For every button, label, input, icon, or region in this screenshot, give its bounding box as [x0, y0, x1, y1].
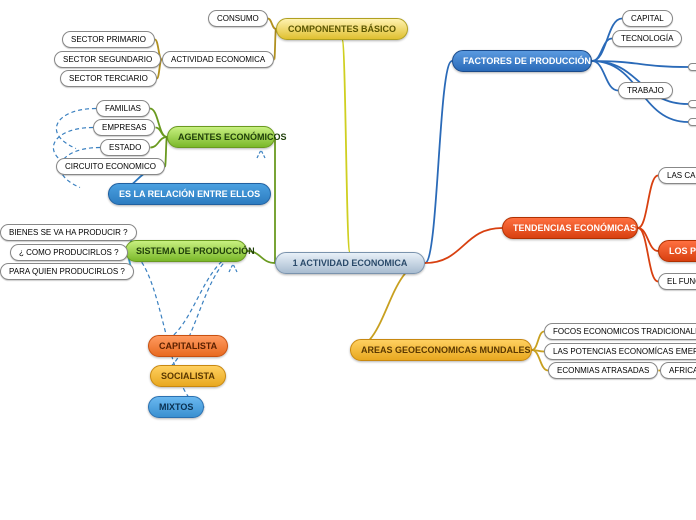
node-causas: LAS CAUSA: [658, 167, 696, 184]
node-estado: ESTADO: [100, 139, 150, 156]
node-label-trabajo: TRABAJO: [627, 86, 664, 95]
node-label-africa: AFRICA: [669, 366, 696, 375]
node-factores: FACTORES DE PRODUCCIÓN: [452, 50, 592, 72]
node-label-sec_seg: SECTOR SEGUNDARIO: [63, 55, 152, 64]
node-label-sec_ter: SECTOR TERCIARIO: [69, 74, 148, 83]
node-extra3: [688, 118, 696, 126]
node-trabajo: TRABAJO: [618, 82, 673, 99]
node-sec_seg: SECTOR SEGUNDARIO: [54, 51, 161, 68]
node-capital: CAPITAL: [622, 10, 673, 27]
node-areas: AREAS GEOECONOMICAS MUNDALES: [350, 339, 532, 361]
node-label-consumo: CONSUMO: [217, 14, 259, 23]
node-label-atrasadas: ECONMIAS ATRASADAS: [557, 366, 649, 375]
node-label-focos: FOCOS ECONOMICOS TRADICIONALES: [553, 327, 696, 336]
node-sistema: SISTEMA DE PRODUCCIÓN: [125, 240, 247, 262]
node-label-como: ¿ COMO PRODUCIRLOS ?: [19, 248, 119, 257]
node-label-areas: AREAS GEOECONOMICAS MUNDALES: [361, 345, 531, 355]
node-label-causas: LAS CAUSA: [667, 171, 696, 180]
node-label-empresas: EMPRESAS: [102, 123, 146, 132]
node-extra1: [688, 63, 696, 71]
node-africa: AFRICA: [660, 362, 696, 379]
node-label-promedios: LOS PROM: [669, 246, 696, 256]
node-label-tendencias: TENDENCIAS ECONÓMICAS: [513, 223, 636, 233]
node-label-factores: FACTORES DE PRODUCCIÓN: [463, 56, 591, 66]
node-bienes: BIENES SE VA HA PRODUCIR ?: [0, 224, 137, 241]
node-label-estado: ESTADO: [109, 143, 141, 152]
node-label-relacion: ES LA RELACIÓN ENTRE ELLOS: [119, 189, 260, 199]
node-label-potencias: LAS POTENCIAS ECONOMÍCAS EMERGENTES: [553, 347, 696, 356]
node-tecnologia: TECNOLOGÍA: [612, 30, 682, 47]
node-label-capital: CAPITAL: [631, 14, 664, 23]
node-relacion: ES LA RELACIÓN ENTRE ELLOS: [108, 183, 271, 205]
node-circuito: CIRCUITO ECONOMICO: [56, 158, 165, 175]
node-label-circuito: CIRCUITO ECONOMICO: [65, 162, 156, 171]
node-capitalista: CAPITALISTA: [148, 335, 228, 357]
node-label-paraquien: PARA QUIEN PRODUCIRLOS ?: [9, 267, 125, 276]
node-label-sec_prim: SECTOR PRIMARIO: [71, 35, 146, 44]
node-mixtos: MIXTOS: [148, 396, 204, 418]
node-socialista: SOCIALISTA: [150, 365, 226, 387]
node-tendencias: TENDENCIAS ECONÓMICAS: [502, 217, 638, 239]
node-atrasadas: ECONMIAS ATRASADAS: [548, 362, 658, 379]
node-sec_prim: SECTOR PRIMARIO: [62, 31, 155, 48]
node-sec_ter: SECTOR TERCIARIO: [60, 70, 157, 87]
node-label-root: 1 ACTIVIDAD ECONOMICA: [293, 258, 408, 268]
node-funcion: EL FUNCIO: [658, 273, 696, 290]
node-promedios: LOS PROM: [658, 240, 696, 262]
node-label-sistema: SISTEMA DE PRODUCCIÓN: [136, 246, 255, 256]
node-label-funcion: EL FUNCIO: [667, 277, 696, 286]
node-label-agentes: AGENTES ECONÓMICOS: [178, 132, 287, 142]
node-como: ¿ COMO PRODUCIRLOS ?: [10, 244, 128, 261]
node-componentes: COMPONENTES BÁSICO: [276, 18, 408, 40]
node-act_econ: ACTIVIDAD ECONOMICA: [162, 51, 274, 68]
node-extra2: [688, 100, 696, 108]
node-label-tecnologia: TECNOLOGÍA: [621, 34, 673, 43]
node-potencias: LAS POTENCIAS ECONOMÍCAS EMERGENTES: [544, 343, 696, 360]
node-root: 1 ACTIVIDAD ECONOMICA: [275, 252, 425, 274]
node-label-act_econ: ACTIVIDAD ECONOMICA: [171, 55, 265, 64]
node-empresas: EMPRESAS: [93, 119, 155, 136]
node-label-componentes: COMPONENTES BÁSICO: [288, 24, 396, 34]
node-paraquien: PARA QUIEN PRODUCIRLOS ?: [0, 263, 134, 280]
node-label-bienes: BIENES SE VA HA PRODUCIR ?: [9, 228, 128, 237]
node-focos: FOCOS ECONOMICOS TRADICIONALES: [544, 323, 696, 340]
node-label-familias: FAMILIAS: [105, 104, 141, 113]
node-label-mixtos: MIXTOS: [159, 402, 193, 412]
node-label-capitalista: CAPITALISTA: [159, 341, 217, 351]
node-agentes: AGENTES ECONÓMICOS: [167, 126, 275, 148]
node-consumo: CONSUMO: [208, 10, 268, 27]
node-label-socialista: SOCIALISTA: [161, 371, 215, 381]
node-familias: FAMILIAS: [96, 100, 150, 117]
